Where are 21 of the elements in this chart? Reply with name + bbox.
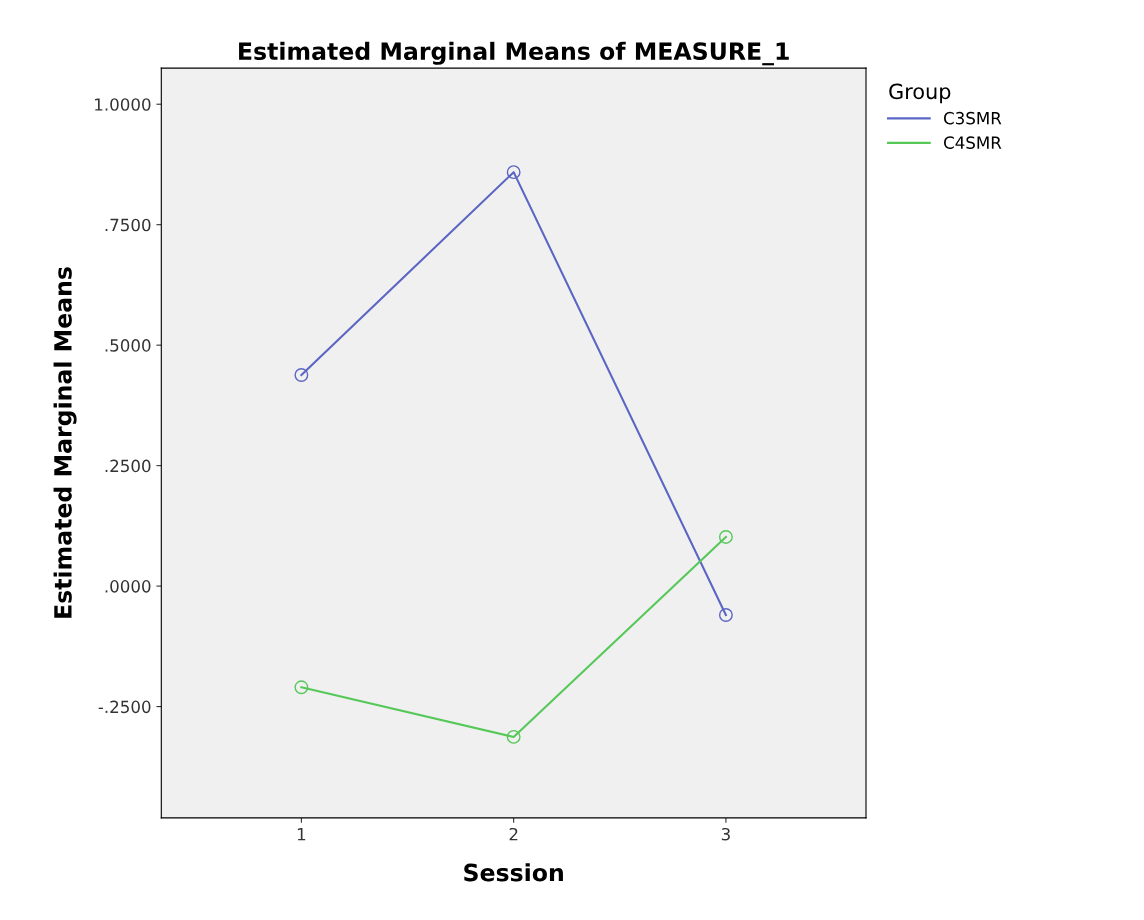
y-tick-label: .5000 [105, 339, 151, 352]
y-tick-label: -.2500 [98, 700, 151, 714]
y-tick-label: .0000 [105, 580, 151, 593]
legend-label: C4SMR [943, 136, 1002, 149]
point [506, 729, 521, 744]
point [294, 368, 309, 382]
chart-title: Estimated Marginal Means of MEASURE_1 [239, 41, 789, 66]
x-tick-label: 2 [509, 827, 518, 841]
point [506, 165, 521, 180]
y-tick-label: 1.0000 [95, 98, 151, 111]
point [718, 530, 733, 544]
legend-label: C3SMR [943, 111, 1002, 125]
x-tick-label: 1 [297, 828, 306, 841]
legend-title: Group [889, 83, 951, 104]
point [294, 680, 309, 695]
x-tick-label: 3 [721, 827, 730, 841]
x-axis-title: Session [464, 863, 563, 882]
y-tick-label: .7500 [105, 218, 151, 232]
point [718, 608, 733, 622]
y-axis-title: Estimated Marginal Means [53, 267, 77, 618]
y-tick-label: .2500 [105, 459, 151, 473]
